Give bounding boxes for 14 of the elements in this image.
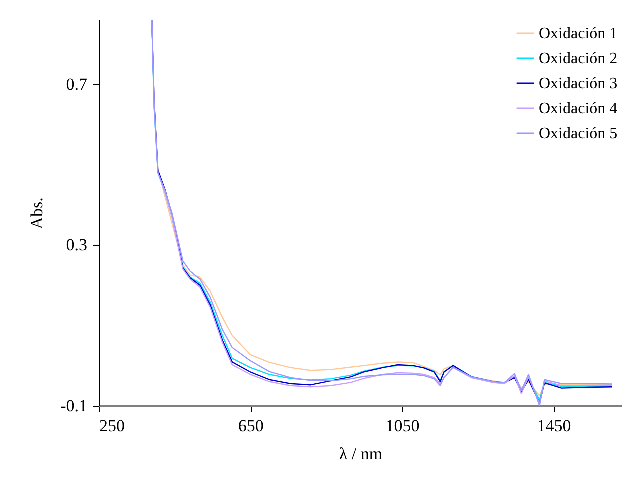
y-axis-title: Abs. <box>28 198 47 230</box>
y-tick-label: 0.7 <box>66 74 88 94</box>
y-tick-label: 0.3 <box>66 236 88 255</box>
x-axis-title: λ / nm <box>339 444 383 464</box>
legend-label: Oxidación 3 <box>539 76 618 92</box>
x-tick-label: 650 <box>238 416 264 436</box>
legend-label: Oxidación 1 <box>539 26 618 42</box>
x-tick-label: 1050 <box>386 416 420 436</box>
x-tick-label: 1450 <box>537 416 572 436</box>
x-tick-label: 250 <box>100 416 125 436</box>
legend-label: Oxidación 2 <box>539 50 618 68</box>
legend-label: Oxidación 5 <box>539 126 618 142</box>
y-tick-label: -0.1 <box>60 396 88 416</box>
legend-label: Oxidación 4 <box>539 100 618 118</box>
